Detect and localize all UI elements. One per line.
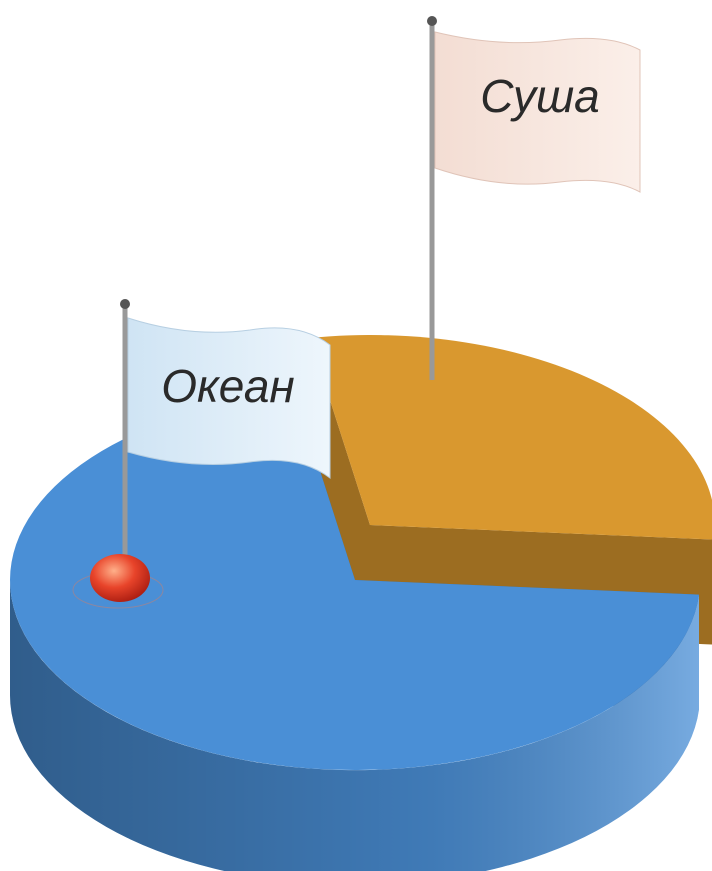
pole-tip — [427, 16, 437, 26]
land-flag: Суша — [427, 16, 640, 380]
chart: Океан Суша — [0, 0, 712, 871]
buoy — [90, 554, 150, 602]
pie-slice — [310, 335, 712, 540]
flag-label: Океан — [161, 360, 294, 412]
flag-label: Суша — [480, 70, 599, 122]
pie — [10, 335, 712, 871]
pole-tip — [120, 299, 130, 309]
